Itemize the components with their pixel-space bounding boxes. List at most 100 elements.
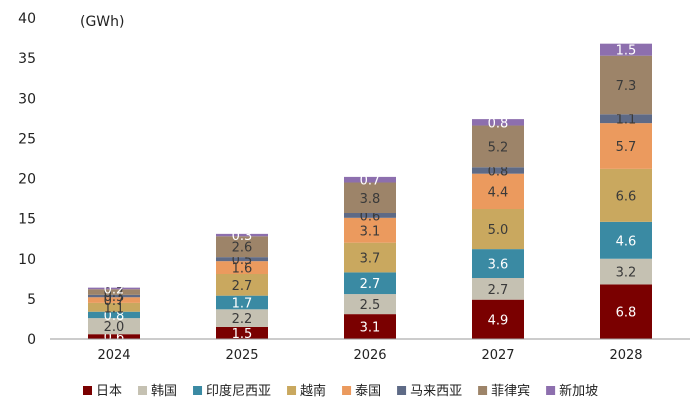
bar-value-label: 1.5 [232, 327, 253, 342]
bar-segment [344, 294, 396, 315]
bar-value-label: 1.5 [616, 44, 637, 59]
bar-stack-2024: 0.62.00.81.10.70.30.70.2 [88, 282, 140, 346]
legend-item: 越南 [287, 383, 326, 399]
bar-value-label: 0.8 [488, 116, 509, 131]
bar-value-label: 0.2 [104, 282, 125, 297]
legend-item: 印度尼西亚 [193, 383, 271, 399]
bar-value-label: 0.6 [360, 209, 381, 224]
bar-value-label: 0.7 [104, 294, 125, 309]
y-tick-label: 10 [18, 252, 36, 268]
bar-segment [88, 287, 140, 290]
y-tick-label: 35 [18, 51, 36, 67]
x-tick-label: 2028 [609, 348, 642, 363]
bar-value-label: 0.8 [488, 164, 509, 179]
y-tick-label: 25 [18, 131, 36, 147]
bar-value-label: 3.6 [488, 258, 509, 273]
bar-segment [344, 242, 396, 273]
bar-value-label: 4.4 [488, 185, 509, 200]
legend-swatch [397, 386, 407, 395]
bar-segment [216, 236, 268, 258]
x-tick-label: 2025 [225, 348, 258, 363]
bar-value-label: 1.1 [616, 113, 637, 128]
bar-segment [600, 123, 652, 169]
legend-label: 日本 [96, 384, 122, 399]
bar-value-label: 1.7 [232, 296, 253, 311]
bar-segment [600, 221, 652, 259]
bar-segment [472, 125, 524, 168]
legend-label: 菲律宾 [491, 383, 530, 399]
bar-segment [344, 176, 396, 183]
bar-value-label: 1.1 [104, 301, 125, 316]
x-tick-label: 2027 [481, 348, 514, 363]
bar-segment [472, 208, 524, 250]
bar-stack-2025: 1.52.21.72.71.60.52.60.3 [216, 229, 268, 342]
bar-value-label: 7.3 [616, 79, 637, 94]
legend-swatch [287, 386, 297, 395]
bar-segment [600, 114, 652, 124]
legend-item: 新加坡 [546, 383, 598, 399]
bar-value-label: 2.7 [360, 277, 381, 292]
bar-segment [344, 182, 396, 214]
bar-value-label: 2.2 [232, 312, 253, 327]
unit-label: (GWh) [80, 14, 125, 30]
bar-segment [344, 217, 396, 243]
bar-value-label: 0.7 [104, 286, 125, 301]
bar-segment [216, 326, 268, 339]
legend-label: 印度尼西亚 [206, 383, 271, 399]
bar-stack-2026: 3.12.52.73.73.10.63.80.7 [344, 174, 396, 339]
bar-segment [88, 334, 140, 339]
bars: 0.62.00.81.10.70.30.70.21.52.21.72.71.60… [88, 43, 652, 346]
bar-value-label: 3.1 [360, 224, 381, 239]
legend-item: 泰国 [342, 384, 381, 399]
x-tick-label: 2024 [97, 348, 130, 363]
legend-swatch [193, 386, 203, 395]
bar-segment [216, 309, 268, 327]
bar-segment [88, 297, 140, 303]
x-tick-label: 2026 [353, 348, 386, 363]
bar-value-label: 5.2 [488, 140, 509, 155]
bar-value-label: 5.0 [488, 223, 509, 238]
bar-segment [88, 311, 140, 319]
bar-stack-2027: 4.9 2.7 3.6 5.0 4.4 0.8 5.2 0.8 [472, 116, 524, 339]
bar-segment [344, 272, 396, 295]
legend-swatch [478, 386, 488, 395]
bar-segment [216, 233, 268, 237]
bar-value-label: 0.3 [232, 229, 253, 244]
legend-label: 泰国 [355, 384, 381, 399]
legend-label: 韩国 [151, 384, 177, 399]
bar-value-label: 6.6 [616, 189, 637, 204]
bar-segment [216, 273, 268, 296]
bar-value-label: 2.0 [104, 320, 125, 335]
bar-value-label: 0.6 [104, 331, 125, 346]
bar-segment [88, 318, 140, 335]
y-tick-label: 15 [18, 212, 36, 228]
bar-value-label: 4.6 [616, 234, 637, 249]
bar-segment [216, 261, 268, 274]
legend: 日本 韩国 印度尼西亚 越南 泰国 马来西亚 菲律宾 新加坡 [83, 383, 598, 399]
bar-segment [600, 168, 652, 222]
legend-item: 韩国 [138, 384, 177, 399]
y-tick-label: 0 [27, 332, 36, 348]
bar-segment [472, 119, 524, 126]
legend-label: 越南 [300, 383, 326, 399]
bar-value-label: 2.7 [488, 283, 509, 298]
bar-segment [472, 173, 524, 209]
legend-swatch [546, 386, 556, 395]
bar-segment [88, 302, 140, 312]
bar-value-label: 3.1 [360, 321, 381, 336]
legend-label: 马来西亚 [410, 384, 462, 399]
bar-segment [600, 55, 652, 115]
bar-value-label: 1.6 [232, 262, 253, 277]
bar-value-label: 3.8 [360, 192, 381, 207]
bar-segment [344, 314, 396, 339]
legend-label: 新加坡 [559, 383, 598, 399]
bar-segment [88, 294, 140, 298]
bar-value-label: 3.2 [616, 266, 637, 281]
bar-segment [600, 43, 652, 56]
bar-value-label: 3.7 [360, 252, 381, 267]
bar-segment [216, 295, 268, 310]
bar-value-label: 2.5 [360, 298, 381, 313]
bar-value-label: 0.7 [360, 174, 381, 189]
legend-swatch [138, 386, 148, 395]
bar-segment [472, 249, 524, 279]
